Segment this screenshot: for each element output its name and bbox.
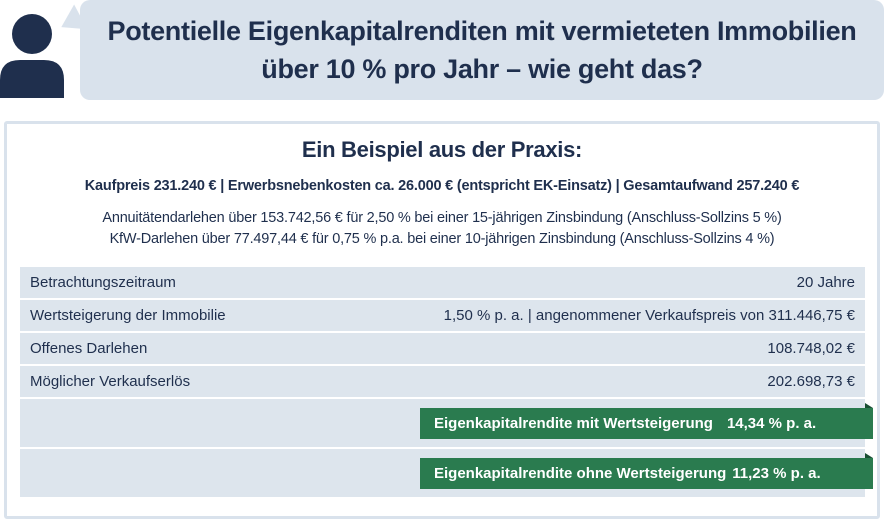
purchase-summary: Kaufpreis 231.240 € | Erwerbsnebenkosten… <box>84 178 800 194</box>
result-badge-with-appreciation: Eigenkapitalrendite mit Wertsteigerung 1… <box>420 403 873 439</box>
result-value: 14,34 % p. a. <box>726 415 817 432</box>
example-heading: Ein Beispiel aus der Praxis: <box>301 137 583 162</box>
person-icon <box>0 14 64 98</box>
title-line-1: Potentielle Eigenkapitalrenditen mit ver… <box>107 16 857 46</box>
result-label: Eigenkapitalrendite ohne Wertsteigerung <box>434 465 727 482</box>
result-row: Eigenkapitalrendite mit Wertsteigerung 1… <box>20 399 873 447</box>
table-row: Betrachtungszeitraum 20 Jahre <box>20 267 865 298</box>
row-value: 1,50 % p. a. | angenommener Verkaufsprei… <box>443 307 855 324</box>
page-title: Potentielle Eigenkapitalrenditen mit ver… <box>80 0 884 100</box>
ribbon-fold <box>865 403 873 408</box>
row-value: 202.698,73 € <box>767 373 855 390</box>
row-label: Möglicher Verkaufserlös <box>30 373 191 390</box>
table-row: Wertsteigerung der Immobilie 1,50 % p. a… <box>20 300 865 331</box>
ribbon-fold <box>865 453 873 458</box>
row-label: Offenes Darlehen <box>30 340 148 357</box>
result-badge-without-appreciation: Eigenkapitalrendite ohne Wertsteigerung … <box>420 453 873 489</box>
table-row: Möglicher Verkaufserlös 202.698,73 € <box>20 366 865 397</box>
speech-bubble <box>80 0 884 100</box>
result-label: Eigenkapitalrendite mit Wertsteigerung <box>434 415 713 432</box>
result-value: 11,23 % p. a. <box>732 465 821 482</box>
row-value: 20 Jahre <box>796 274 855 291</box>
row-value: 108.748,02 € <box>767 340 855 357</box>
title-line-2: über 10 % pro Jahr – wie geht das? <box>261 54 703 84</box>
calculation-table: Betrachtungszeitraum 20 Jahre Wertsteige… <box>20 267 873 499</box>
table-row: Offenes Darlehen 108.748,02 € <box>20 333 865 364</box>
row-label: Betrachtungszeitraum <box>30 274 176 291</box>
row-label: Wertsteigerung der Immobilie <box>30 307 226 324</box>
result-row: Eigenkapitalrendite ohne Wertsteigerung … <box>20 449 873 497</box>
loan-annuity: Annuitätendarlehen über 153.742,56 € für… <box>102 210 782 226</box>
loan-kfw: KfW-Darlehen über 77.497,44 € für 0,75 %… <box>109 231 775 247</box>
